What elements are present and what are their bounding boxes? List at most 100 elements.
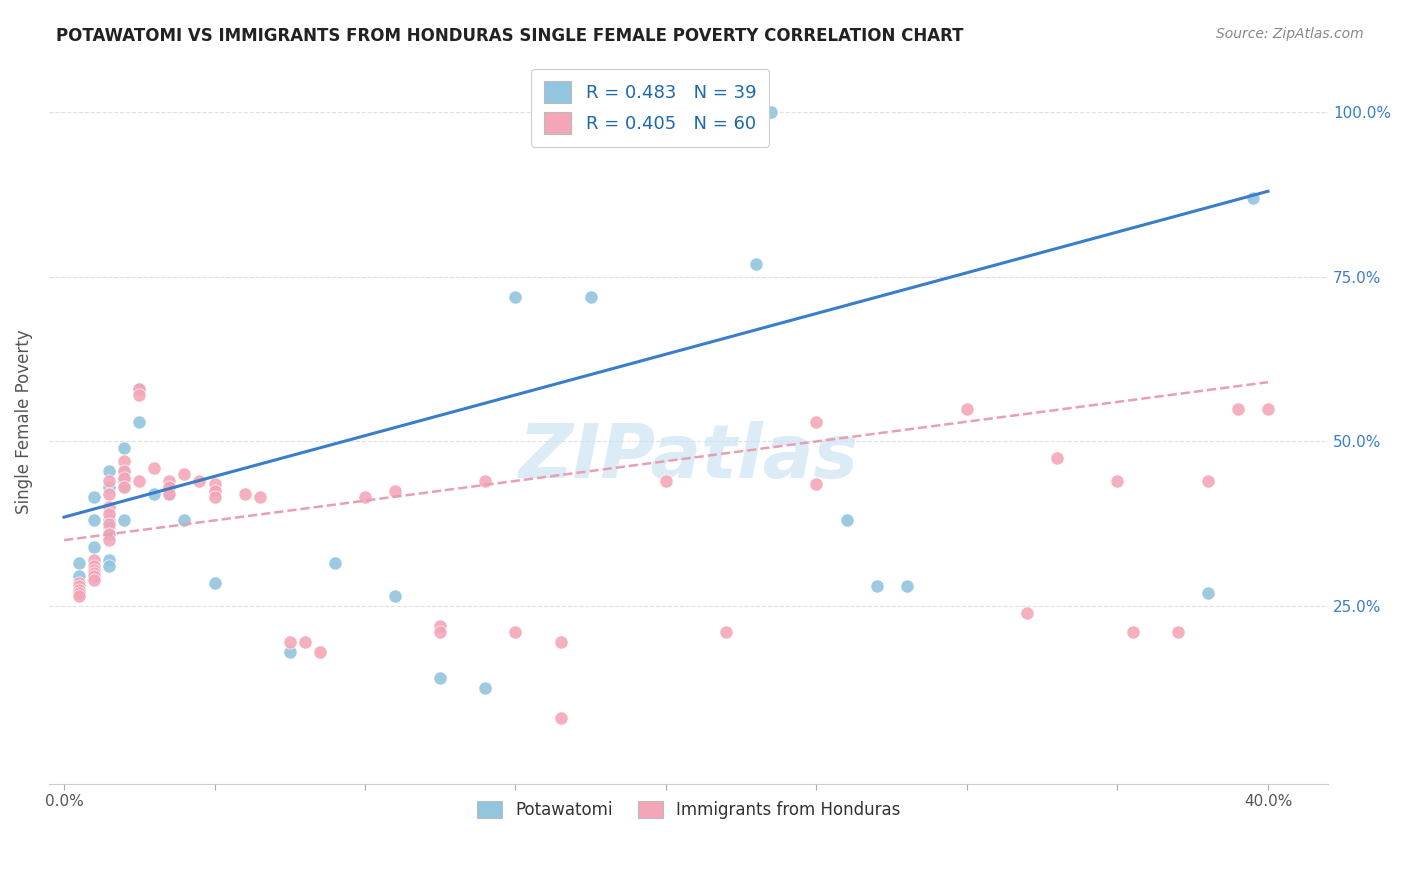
Point (745, 257, 768, 271)
Point (112, 441, 135, 455)
Point (956, 401, 979, 416)
Point (128, 382, 150, 396)
Point (550, 635, 572, 649)
Point (112, 513, 135, 527)
Point (83, 566, 105, 580)
Point (1197, 474, 1219, 488)
Point (204, 576, 226, 591)
Point (112, 454, 135, 468)
Point (204, 491, 226, 505)
Point (112, 470, 135, 484)
Point (98, 533, 121, 548)
Point (354, 491, 377, 505)
Point (233, 487, 256, 501)
Point (429, 625, 451, 640)
Point (112, 474, 135, 488)
Point (128, 388, 150, 402)
Point (98, 507, 121, 521)
Point (83, 553, 105, 567)
Point (866, 579, 889, 593)
Point (505, 625, 527, 640)
Point (655, 105, 678, 120)
Point (835, 513, 858, 527)
Point (83, 559, 105, 574)
Point (761, 105, 783, 120)
Point (83, 513, 105, 527)
Point (278, 635, 301, 649)
Point (128, 474, 150, 488)
Point (896, 579, 918, 593)
Point (83, 573, 105, 587)
Point (1197, 586, 1219, 600)
Point (67, 586, 90, 600)
Point (98, 481, 121, 495)
Point (655, 474, 678, 488)
Point (384, 589, 406, 603)
Point (67, 582, 90, 597)
Point (83, 569, 105, 583)
Point (384, 483, 406, 498)
Point (505, 289, 527, 303)
Point (98, 487, 121, 501)
Point (278, 645, 301, 659)
Legend: Potawatomi, Immigrants from Honduras: Potawatomi, Immigrants from Honduras (470, 795, 907, 826)
Point (1257, 401, 1279, 416)
Point (1107, 474, 1129, 488)
Text: POTAWATOMI VS IMMIGRANTS FROM HONDURAS SINGLE FEMALE POVERTY CORRELATION CHART: POTAWATOMI VS IMMIGRANTS FROM HONDURAS S… (56, 27, 963, 45)
Point (83, 491, 105, 505)
Text: Source: ZipAtlas.com: Source: ZipAtlas.com (1216, 27, 1364, 41)
Point (1046, 450, 1069, 465)
Point (1226, 401, 1249, 416)
Point (714, 625, 737, 640)
Point (98, 513, 121, 527)
Point (143, 487, 166, 501)
Y-axis label: Single Female Poverty: Single Female Poverty (15, 329, 32, 514)
Point (98, 559, 121, 574)
Point (67, 589, 90, 603)
Point (67, 576, 90, 591)
Point (806, 477, 828, 491)
Point (204, 483, 226, 498)
Point (112, 464, 135, 478)
Text: ZIPatlas: ZIPatlas (519, 421, 859, 494)
Point (67, 579, 90, 593)
Point (550, 711, 572, 725)
Point (1241, 191, 1264, 205)
Point (294, 635, 316, 649)
Point (98, 526, 121, 541)
Point (173, 513, 195, 527)
Point (157, 487, 180, 501)
Point (128, 415, 150, 429)
Point (806, 415, 828, 429)
Point (112, 481, 135, 495)
Point (308, 645, 330, 659)
Point (112, 481, 135, 495)
Point (204, 477, 226, 491)
Point (128, 382, 150, 396)
Point (83, 563, 105, 577)
Point (98, 500, 121, 515)
Point (1017, 606, 1039, 620)
Point (714, 105, 737, 120)
Point (157, 481, 180, 495)
Point (98, 474, 121, 488)
Point (98, 464, 121, 478)
Point (429, 619, 451, 633)
Point (157, 487, 180, 501)
Point (112, 464, 135, 478)
Point (98, 516, 121, 531)
Point (474, 681, 496, 696)
Point (249, 491, 271, 505)
Point (83, 540, 105, 554)
Point (1121, 625, 1143, 640)
Point (157, 474, 180, 488)
Point (323, 556, 346, 570)
Point (1167, 625, 1189, 640)
Point (98, 553, 121, 567)
Point (67, 569, 90, 583)
Point (173, 467, 195, 482)
Point (67, 556, 90, 570)
Point (98, 520, 121, 534)
Point (579, 289, 602, 303)
Point (474, 474, 496, 488)
